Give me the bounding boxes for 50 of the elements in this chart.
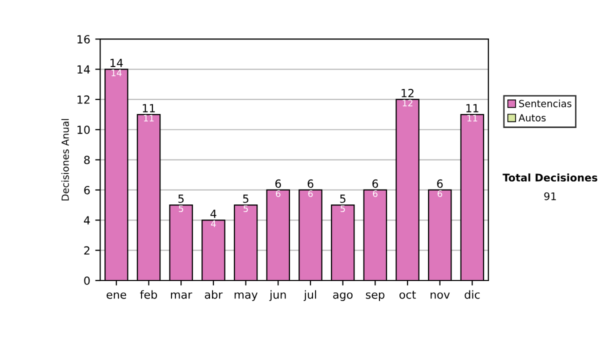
text: Total Decisiones [502,173,598,182]
legend-label: Sentencias [519,100,572,108]
data-label: 4 [210,220,216,228]
x-tick-label: may [234,292,258,301]
x-tick-label: sep [366,292,384,301]
y-tick-label: 4 [84,216,90,224]
total-label: 5 [243,194,248,203]
y-tick-label: 12 [78,95,90,104]
data-label: 6 [372,190,378,197]
total-label: 11 [466,104,478,112]
total-label: 5 [178,194,184,203]
text: 91 [544,192,556,200]
total-label: 6 [275,179,281,188]
data-label: 5 [178,205,184,212]
x-tick-label: dic [464,290,480,299]
x-tick-label: jun [269,290,286,301]
data-label: 11 [467,114,478,122]
total-label: 6 [372,179,378,188]
total-label: 12 [402,88,414,98]
x-tick-label: nov [430,292,450,299]
y-tick-label: 16 [78,35,90,44]
data-label: 14 [112,70,122,76]
y-tick-label: 8 [84,156,90,164]
y-tick-label: 14 [78,65,90,74]
total-label: 6 [308,179,314,188]
total-label: 6 [437,179,443,188]
data-label: 6 [276,190,280,197]
legend-label: Autos [518,114,546,122]
data-label: 5 [244,205,248,212]
y-tick-label: 6 [84,186,90,194]
x-tick-label: feb [140,290,158,299]
total-label: 5 [340,194,346,203]
x-tick-label: oct [400,290,416,299]
y-axis-title: Decisiones Anual [61,119,69,200]
data-label: 12 [402,100,412,106]
x-tick-label: abr [204,290,223,299]
y-tick-label: 0 [84,276,90,285]
data-label: 11 [144,114,154,122]
total-label: 4 [210,210,216,218]
y-tick-label: 10 [78,126,90,134]
data-label: 6 [308,190,313,197]
data-label: 5 [340,205,345,212]
y-tick-label: 2 [84,246,90,255]
total-label: 11 [142,104,155,112]
x-tick-label: jul [304,290,316,301]
x-tick-label: ago [333,292,353,301]
x-tick-label: ene [106,292,126,299]
x-tick-label: mar [170,292,192,299]
data-label: 6 [438,190,442,197]
total-label: 14 [110,58,123,67]
